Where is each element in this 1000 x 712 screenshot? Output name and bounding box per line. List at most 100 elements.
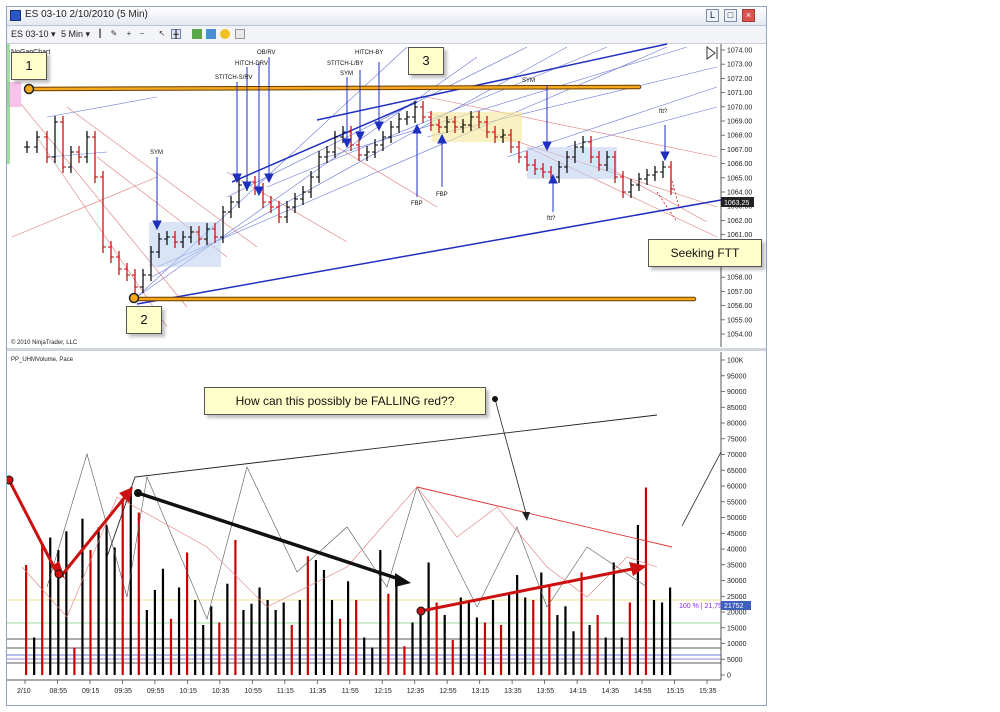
draw-pen-icon[interactable]: ✎: [110, 29, 118, 38]
volume-bar: [145, 610, 148, 675]
volume-bar: [153, 590, 156, 675]
volume-bar: [475, 617, 478, 675]
volume-tick-label: 35000: [727, 562, 747, 569]
volume-bar: [572, 631, 575, 675]
bar-type-icon[interactable]: ┃: [97, 29, 103, 38]
volume-bar: [169, 618, 173, 675]
x-axis: 2/10 08:55 09:15 09:35 09:55 10:15 10:35 10:55 1…: [17, 680, 717, 695]
price-tick-label: 1057.00: [727, 289, 752, 296]
price-tick-label: 1058.00: [727, 275, 752, 282]
volume-bar: [604, 637, 607, 675]
annotation-ftt-2: ftt?: [659, 109, 668, 115]
last-price-value: 1063.25: [724, 200, 749, 207]
volume-tick-label: 95000: [727, 373, 747, 380]
interval-dropdown[interactable]: 5 Min ▾: [61, 29, 91, 39]
volume-bar: [588, 625, 591, 675]
x-tick-label: 09:55: [147, 688, 165, 695]
volume-exit-line: [681, 451, 722, 527]
zoom-out-icon[interactable]: −: [139, 29, 145, 38]
chart-toolbar: ES 03-10 ▾ 5 Min ▾ ┃ ✎ + − ↖ ╋: [7, 26, 766, 44]
volume-bar: [89, 550, 92, 675]
volume-bar: [194, 600, 197, 675]
x-tick-label: 15:35: [699, 688, 717, 695]
x-tick-label: 15:15: [667, 688, 685, 695]
price-tick-label: 1065.00: [727, 175, 752, 182]
callout-2: 2: [126, 306, 162, 334]
volume-tick-label: 40000: [727, 547, 747, 554]
properties-icon[interactable]: [220, 29, 230, 39]
volume-bar: [660, 602, 664, 675]
volume-bar: [427, 562, 430, 675]
x-tick-label: 2/10: [17, 688, 31, 695]
volume-bar: [266, 600, 269, 675]
strategies-icon[interactable]: [206, 29, 216, 39]
volume-bar: [556, 615, 559, 675]
volume-bar: [81, 518, 84, 675]
x-tick-label: 11:15: [277, 688, 294, 695]
data-box-icon[interactable]: [235, 29, 245, 39]
volume-tick-label: 65000: [727, 468, 747, 475]
panel-splitter[interactable]: [7, 348, 767, 351]
x-tick-label: 10:35: [212, 688, 230, 695]
close-button[interactable]: ×: [742, 9, 755, 22]
annotation-fbp-2: FBP: [436, 192, 448, 198]
x-tick-label: 13:35: [504, 688, 522, 695]
cursor-icon[interactable]: ↖: [158, 29, 166, 38]
minimize-button[interactable]: L: [706, 9, 719, 22]
volume-bar: [532, 600, 535, 675]
price-tick-label: 1062.00: [727, 218, 752, 225]
price-tick-label: 1074.00: [727, 48, 752, 55]
ninjatrader-app-icon: [10, 10, 21, 21]
chart-canvas[interactable]: 1074.00 1073.00 1072.00 1071.00 1070.00 1069.…: [7, 7, 767, 706]
volume-bar: [33, 637, 36, 675]
annotation-sym-3: SYM: [522, 78, 535, 84]
volume-bar: [669, 587, 672, 675]
orange-level-lines: [27, 85, 696, 301]
volume-bar: [177, 587, 181, 675]
volume-tick-label: 60000: [727, 484, 747, 491]
x-tick-label: 12:35: [407, 688, 425, 695]
indicators-icon[interactable]: [192, 29, 202, 39]
price-tick-label: 1063.00: [727, 204, 752, 211]
volume-bar: [516, 575, 519, 675]
volume-tick-label: 75000: [727, 436, 747, 443]
price-blue-channel-lines: [136, 43, 722, 305]
volume-bar: [161, 568, 165, 675]
annotation-obrv: OB/RV: [257, 50, 276, 56]
maximize-button[interactable]: □: [724, 9, 737, 22]
volume-bar: [483, 622, 487, 675]
volume-bar: [330, 600, 334, 675]
price-tick-label: 1069.00: [727, 119, 752, 126]
price-tick-label: 1066.00: [727, 161, 752, 168]
instrument-dropdown[interactable]: ES 03-10 ▾: [11, 29, 56, 39]
price-y-axis: 1074.00 1073.00 1072.00 1071.00 1070.00 1069.…: [721, 48, 752, 339]
volume-tick-label: 100K: [727, 358, 744, 365]
volume-bar: [419, 610, 422, 675]
annotation-arrows: [152, 57, 670, 231]
crosshair-icon[interactable]: ╋: [171, 29, 181, 39]
volume-bar: [113, 547, 116, 675]
price-tick-label: 1071.00: [727, 90, 752, 97]
green-marker: [7, 44, 10, 164]
volume-bar: [234, 540, 237, 675]
volume-tag: [721, 601, 751, 610]
x-tick-label: 14:15: [569, 688, 587, 695]
volume-bars: [25, 487, 672, 675]
volume-bar: [25, 565, 28, 675]
volume-bar: [274, 610, 277, 675]
level-1-anchor: [23, 83, 35, 95]
volume-bar: [363, 637, 366, 675]
arrow-endpoints: [7, 396, 498, 616]
zoom-in-icon[interactable]: +: [126, 29, 132, 38]
x-tick-label: 08:55: [49, 688, 67, 695]
price-tick-label: 1070.00: [727, 104, 752, 111]
annotation-ftt-1: ftt?: [547, 216, 556, 222]
volume-bar: [612, 562, 615, 675]
volume-bar: [508, 592, 511, 675]
volume-tick-label: 15000: [727, 625, 747, 632]
volume-bar: [298, 600, 301, 675]
volume-bar: [129, 487, 132, 675]
volume-bar: [491, 600, 495, 675]
volume-tick-label: 20000: [727, 610, 747, 617]
scroll-end-icon[interactable]: [706, 46, 718, 60]
